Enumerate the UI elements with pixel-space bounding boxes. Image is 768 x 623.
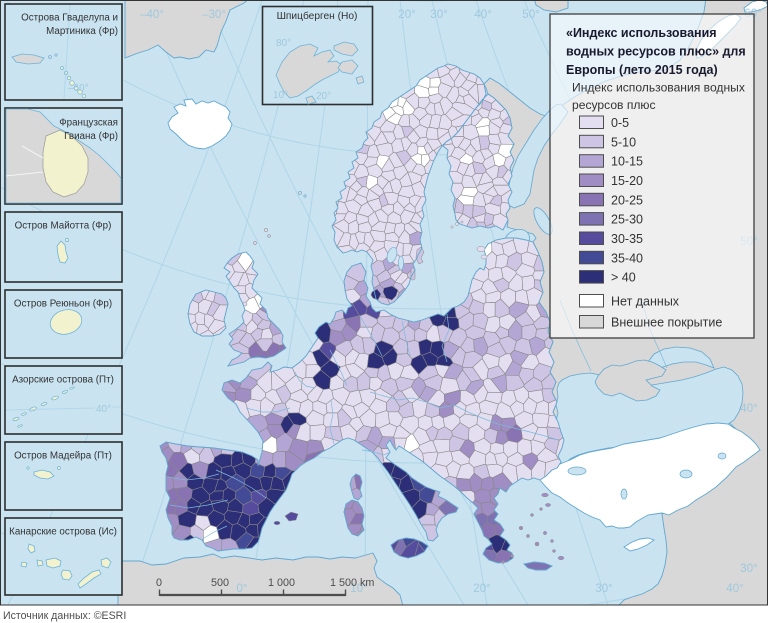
svg-text:20-25: 20-25: [611, 193, 643, 207]
svg-text:0-5: 0-5: [611, 116, 629, 130]
svg-text:–60°: –60°: [68, 83, 89, 94]
svg-text:20°: 20°: [398, 9, 415, 21]
svg-text:20°: 20°: [316, 91, 331, 102]
svg-text:Европы (лето 2015 года): Европы (лето 2015 года): [566, 63, 718, 77]
svg-text:10°: 10°: [350, 583, 367, 595]
svg-text:«Индекс использования: «Индекс использования: [566, 26, 717, 40]
svg-text:Внешнее покрытие: Внешнее покрытие: [611, 316, 722, 330]
svg-text:Гвиана (Фр): Гвиана (Фр): [64, 131, 118, 142]
svg-text:> 40: > 40: [611, 271, 636, 285]
svg-text:10°: 10°: [273, 90, 288, 101]
svg-text:Шпицберген (Но): Шпицберген (Но): [277, 10, 358, 22]
svg-text:30°: 30°: [595, 583, 612, 595]
svg-text:1 500 km: 1 500 km: [330, 577, 374, 589]
svg-text:Мартиника (Фр): Мартиника (Фр): [46, 26, 118, 37]
svg-text:25-30: 25-30: [611, 213, 643, 227]
svg-text:15-20: 15-20: [611, 174, 643, 188]
svg-text:–40°: –40°: [140, 9, 164, 21]
svg-text:–30°: –30°: [202, 9, 226, 21]
svg-text:80°: 80°: [276, 38, 291, 49]
svg-text:водных ресурсов плюс» для: водных ресурсов плюс» для: [566, 45, 746, 59]
svg-text:Французская: Французская: [59, 118, 118, 129]
svg-text:500: 500: [211, 577, 229, 589]
svg-text:0°: 0°: [237, 583, 248, 595]
svg-text:35-40: 35-40: [611, 251, 643, 265]
svg-text:40°: 40°: [474, 9, 491, 21]
svg-text:30°: 30°: [740, 563, 757, 575]
svg-text:Остров Мадейра (Пт): Остров Мадейра (Пт): [14, 451, 112, 462]
svg-text:Индекс использования водных: Индекс использования водных: [572, 81, 745, 95]
svg-text:30-35: 30-35: [611, 232, 643, 246]
svg-text:Канарские острова (Ис): Канарские острова (Ис): [9, 527, 117, 538]
svg-text:50°: 50°: [522, 9, 539, 21]
svg-text:0: 0: [156, 577, 162, 589]
svg-text:40°: 40°: [740, 403, 757, 415]
svg-text:30°: 30°: [430, 9, 447, 21]
svg-text:5-10: 5-10: [611, 135, 636, 149]
svg-text:Нет данных: Нет данных: [611, 295, 680, 309]
svg-text:Остров Реюньон (Фр): Остров Реюньон (Фр): [14, 299, 112, 310]
svg-text:10-15: 10-15: [611, 155, 643, 169]
svg-text:40°: 40°: [726, 583, 743, 595]
svg-text:Источник данных: ©ESRI: Источник данных: ©ESRI: [3, 610, 126, 622]
svg-text:40°: 40°: [96, 404, 111, 415]
svg-text:20°: 20°: [473, 583, 490, 595]
svg-text:ресурсов плюс: ресурсов плюс: [572, 98, 656, 112]
svg-text:Азорские острова (Пт): Азорские острова (Пт): [12, 375, 114, 386]
svg-text:1 000: 1 000: [268, 577, 295, 589]
svg-text:Острова Гваделупа и: Острова Гваделупа и: [21, 13, 118, 24]
svg-text:Остров Майотта (Фр): Остров Майотта (Фр): [15, 221, 112, 232]
